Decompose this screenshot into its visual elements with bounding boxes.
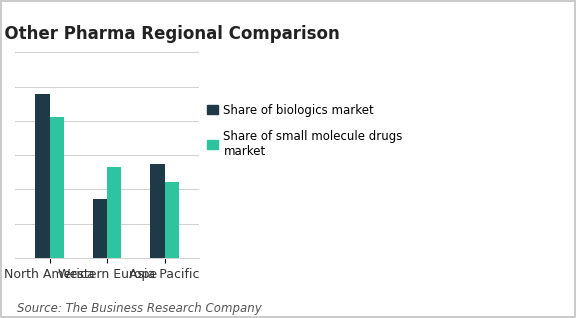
Text: Source: The Business Research Company: Source: The Business Research Company [17,302,262,315]
Title: Biologics and Other Pharma Regional Comparison: Biologics and Other Pharma Regional Comp… [0,24,340,43]
Legend: Share of biologics market, Share of small molecule drugs
market: Share of biologics market, Share of smal… [207,104,403,157]
Bar [35,93,50,258]
Bar [107,167,122,258]
Bar [165,182,179,258]
Bar [93,199,107,258]
Bar [150,164,165,258]
Bar [50,117,64,258]
